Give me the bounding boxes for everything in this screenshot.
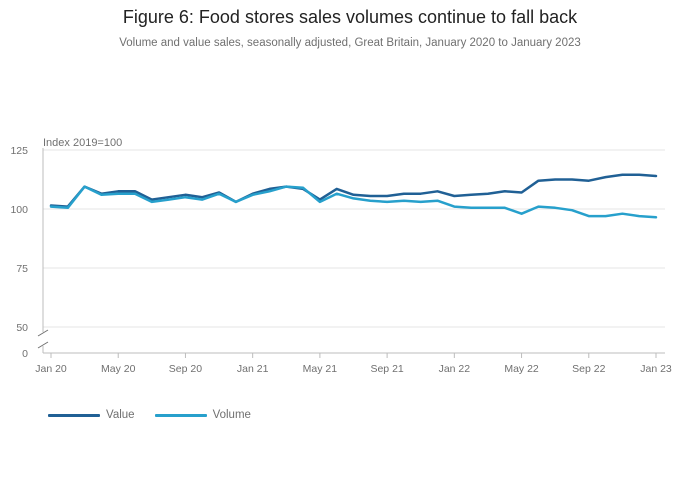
- y-tick-label: 125: [10, 145, 28, 157]
- axis-break-mark: [37, 329, 49, 337]
- legend-item-value[interactable]: Value: [48, 409, 135, 421]
- y-tick-label: 0: [22, 348, 28, 360]
- legend-swatch-value: [48, 413, 100, 417]
- x-tick-label: Sep 22: [572, 363, 605, 375]
- legend-item-volume[interactable]: Volume: [154, 409, 251, 421]
- x-tick-label: Jan 23: [640, 363, 672, 375]
- x-tick-label: Jan 20: [35, 363, 67, 375]
- y-tick-label: 75: [16, 263, 28, 275]
- legend-label-value: Value: [106, 409, 135, 421]
- chart-title: Figure 6: Food stores sales volumes cont…: [122, 7, 578, 27]
- legend-swatch-volume: [154, 413, 207, 417]
- chart-subtitle: Volume and value sales, seasonally adjus…: [119, 37, 581, 49]
- x-tick-label: May 21: [303, 363, 338, 375]
- x-tick-label: Jan 22: [439, 363, 471, 375]
- x-tick-label: Sep 20: [169, 363, 202, 375]
- legend-label-volume: Volume: [212, 409, 251, 421]
- x-tick-label: May 20: [101, 363, 136, 375]
- x-tick-label: Sep 21: [370, 363, 403, 375]
- series-line-value: [49, 173, 658, 208]
- series-line-volume: [49, 185, 658, 219]
- chart-legend: Value Volume: [48, 409, 251, 421]
- y-tick-label: 100: [10, 204, 28, 216]
- y-tick-label: 50: [16, 322, 28, 334]
- y-axis-label: Index 2019=100: [43, 137, 122, 149]
- axis-break-mark: [37, 341, 49, 349]
- x-tick-label: Jan 21: [237, 363, 269, 375]
- x-tick-label: May 22: [504, 363, 539, 375]
